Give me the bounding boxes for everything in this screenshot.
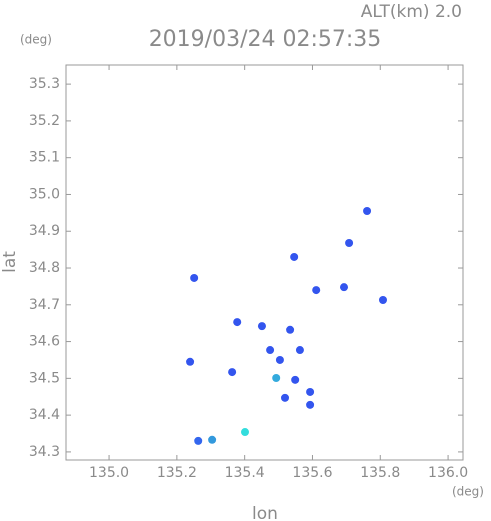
echo [233, 318, 242, 327]
y-tick-label: 34.3 [29, 444, 60, 460]
x-tick-label: 136.0 [428, 465, 468, 481]
echo [266, 346, 275, 355]
x-tick-label: 135.2 [157, 465, 197, 481]
x-tick-label: 135.6 [292, 465, 332, 481]
x-unit: (deg) [452, 485, 484, 499]
y-tick-label: 34.9 [29, 223, 60, 239]
echo [194, 436, 203, 445]
altitude: ALT(km) 2.0 [361, 2, 462, 22]
y-tick-label: 34.7 [29, 297, 60, 313]
echo [208, 435, 217, 444]
echo [306, 387, 315, 396]
chart-title: 2019/03/24 02:57:35 [149, 27, 382, 52]
echo [291, 375, 300, 384]
echo [312, 286, 321, 295]
echo [241, 428, 250, 437]
echo [190, 273, 199, 282]
y-axis-label: lat [0, 251, 20, 273]
x-axis-label: lon [252, 504, 278, 521]
echo [378, 296, 387, 305]
y-tick-label: 35.1 [29, 150, 60, 166]
echo [281, 393, 290, 402]
y-tick-label: 34.8 [29, 260, 60, 276]
x-tick-label: 135.4 [225, 465, 265, 481]
y-unit: (deg) [20, 33, 52, 47]
echo [186, 357, 195, 366]
plot-frame [65, 64, 464, 461]
y-tick-label: 35.3 [29, 76, 60, 92]
echo [286, 325, 295, 334]
echo [363, 207, 372, 216]
echo [228, 368, 237, 377]
echo [272, 373, 281, 382]
echo [257, 322, 266, 331]
echo [295, 346, 304, 355]
y-tick-label: 34.5 [29, 370, 60, 386]
echo [345, 239, 354, 248]
echo [290, 252, 299, 261]
y-tick-label: 34.6 [29, 334, 60, 350]
x-tick-label: 135.0 [89, 465, 129, 481]
x-tick-label: 135.8 [360, 465, 400, 481]
echo [340, 283, 349, 292]
y-tick-label: 35.2 [29, 113, 60, 129]
y-tick-label: 34.4 [29, 407, 60, 423]
y-tick-label: 35.0 [29, 186, 60, 202]
echo [275, 355, 284, 364]
echo [306, 400, 315, 409]
